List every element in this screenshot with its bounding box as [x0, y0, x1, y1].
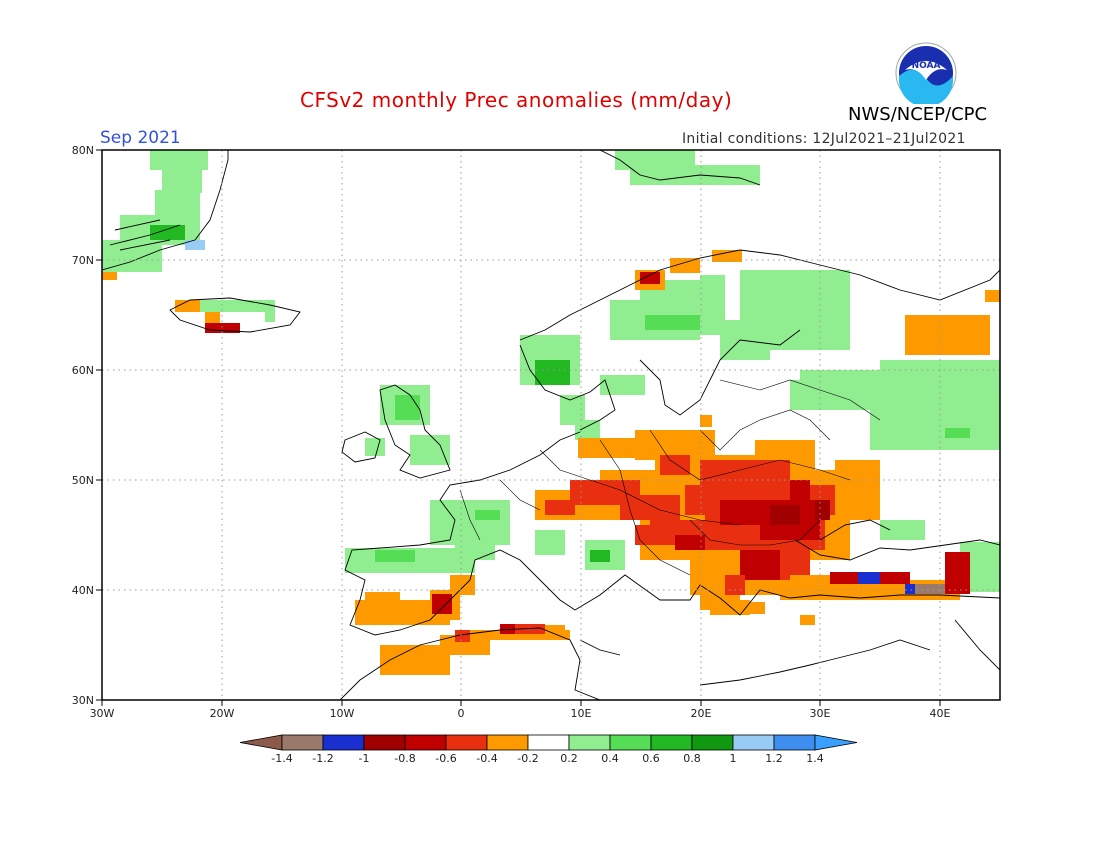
colorbar-label: -0.2: [517, 752, 538, 765]
lat-label: 30N: [72, 694, 94, 707]
colorbar-swatch: [486, 734, 529, 751]
colorbar-label: 1.4: [806, 752, 824, 765]
lat-label: 70N: [72, 254, 94, 267]
noaa-logo-icon: NOAA: [895, 42, 957, 104]
colorbar-label: -0.4: [476, 752, 497, 765]
colorbar-swatch: [322, 734, 365, 751]
lat-label: 60N: [72, 364, 94, 377]
colorbar-swatch: [527, 734, 570, 751]
western-russia-wet: [790, 360, 1000, 450]
iceland-anomaly: [175, 300, 275, 333]
lon-label: 0: [458, 707, 465, 720]
colorbar: [239, 734, 858, 751]
lon-label: 30E: [810, 707, 831, 720]
lon-label: 20W: [210, 707, 235, 720]
colorbar-label: 0.6: [642, 752, 660, 765]
lat-label: 80N: [72, 144, 94, 157]
colorbar-swatch: [568, 734, 611, 751]
colorbar-swatch: [650, 734, 693, 751]
forecast-period: Sep 2021: [100, 128, 181, 148]
coastlines: [102, 150, 1000, 700]
graticule: [102, 150, 1000, 700]
colorbar-label: -1.4: [271, 752, 292, 765]
lon-label: 30W: [90, 707, 115, 720]
colorbar-label: -0.8: [394, 752, 415, 765]
colorbar-swatch: [404, 734, 447, 751]
colorbar-swatch: [281, 734, 324, 751]
logo-text: NOAA: [912, 61, 941, 71]
colorbar-swatch: [445, 734, 488, 751]
lon-label: 10E: [571, 707, 592, 720]
greenland-wet-strong: [150, 225, 185, 240]
lon-label: 20E: [691, 707, 712, 720]
colorbar-label: 0.2: [560, 752, 578, 765]
map-title: CFSv2 monthly Prec anomalies (mm/day): [300, 88, 733, 112]
colorbar-label: 1.2: [765, 752, 783, 765]
colorbar-label: -1.2: [312, 752, 333, 765]
colorbar-arrow-low: [239, 734, 283, 751]
colorbar-swatch: [609, 734, 652, 751]
colorbar-label: -0.6: [435, 752, 456, 765]
colorbar-swatch: [691, 734, 734, 751]
colorbar-label: 1: [730, 752, 737, 765]
lat-label: 40N: [72, 584, 94, 597]
lat-label: 50N: [72, 474, 94, 487]
lon-label: 10W: [330, 707, 355, 720]
colorbar-swatch: [773, 734, 816, 751]
colorbar-swatch: [363, 734, 406, 751]
lon-label: 40E: [930, 707, 951, 720]
greenland-wet: [102, 150, 208, 272]
scandinavia-wet: [520, 150, 850, 440]
colorbar-arrow-high: [814, 734, 858, 751]
initial-conditions: Initial conditions: 12Jul2021–21Jul2021: [682, 131, 966, 147]
map-frame: [101, 149, 1001, 701]
colorbar-swatch: [732, 734, 775, 751]
colorbar-label: -1: [359, 752, 370, 765]
colorbar-label: 0.4: [601, 752, 619, 765]
colorbar-label: 0.8: [683, 752, 701, 765]
greenland-wet-max: [185, 240, 205, 250]
agency-name: NWS/NCEP/CPC: [848, 104, 988, 125]
turkey-dry-strong: [830, 552, 970, 594]
